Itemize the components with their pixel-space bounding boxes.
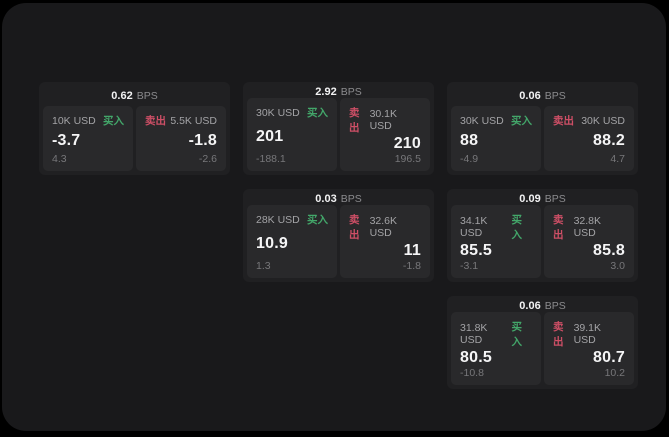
quote-card: 0.06 BPS 30K USD 买入 88 -4.9 卖出 30K USD 8…	[447, 82, 638, 175]
spread-bps-unit: BPS	[340, 193, 362, 205]
sell-size: 32.8K USD	[573, 215, 602, 239]
sell-price: 85.8	[593, 242, 625, 259]
quote-panels: 31.8K USD 买入 80.5 -10.8 卖出 39.1K USD 80.…	[451, 312, 634, 385]
buy-panel[interactable]: 31.8K USD 买入 80.5 -10.8	[451, 312, 541, 385]
sell-delta: 3.0	[610, 260, 625, 272]
card-header: 0.09 BPS	[451, 193, 634, 205]
spread-bps-value: 0.09	[519, 193, 541, 205]
quote-card: 0.03 BPS 28K USD 买入 10.9 1.3 卖出 32.6K US…	[243, 189, 434, 282]
spread-bps-unit: BPS	[340, 86, 362, 98]
buy-side-label: 买入	[307, 214, 328, 226]
buy-delta: -188.1	[256, 153, 286, 165]
buy-size: 28K USD	[256, 213, 300, 226]
sell-side-label: 卖出	[145, 115, 166, 127]
buy-price: 85.5	[460, 242, 492, 259]
sell-size: 30K USD	[581, 114, 625, 127]
buy-panel[interactable]: 34.1K USD 买入 85.5 -3.1	[451, 205, 541, 278]
spread-bps-value: 2.92	[315, 86, 337, 98]
buy-side-label: 买入	[511, 321, 522, 348]
sell-delta: -2.6	[198, 153, 217, 165]
sell-delta: 4.7	[610, 153, 625, 165]
app-surface: 0.62 BPS 10K USD 买入 -3.7 4.3 卖出 5.5K USD…	[2, 3, 666, 431]
quote-panels: 10K USD 买入 -3.7 4.3 卖出 5.5K USD -1.8 -2.…	[43, 106, 226, 171]
spread-bps-unit: BPS	[544, 300, 566, 312]
quote-card: 2.92 BPS 30K USD 买入 201 -188.1 卖出 30.1K …	[243, 82, 434, 175]
buy-panel[interactable]: 10K USD 买入 -3.7 4.3	[43, 106, 133, 171]
sell-panel[interactable]: 卖出 30.1K USD 210 196.5	[340, 98, 430, 171]
buy-price: 88	[460, 131, 479, 149]
spread-bps-unit: BPS	[544, 193, 566, 205]
buy-delta: -4.9	[460, 153, 479, 165]
cards-grid: 0.62 BPS 10K USD 买入 -3.7 4.3 卖出 5.5K USD…	[39, 82, 638, 389]
sell-panel[interactable]: 卖出 32.8K USD 85.8 3.0	[544, 205, 634, 278]
quote-card: 0.09 BPS 34.1K USD 买入 85.5 -3.1 卖出 32.8K…	[447, 189, 638, 282]
sell-side-label: 卖出	[553, 115, 574, 127]
sell-price: 88.2	[593, 131, 625, 149]
buy-price: 201	[256, 127, 284, 145]
sell-size: 39.1K USD	[573, 322, 602, 346]
sell-panel[interactable]: 卖出 32.6K USD 11 -1.8	[340, 205, 430, 278]
sell-panel[interactable]: 卖出 39.1K USD 80.7 10.2	[544, 312, 634, 385]
buy-price: 80.5	[460, 349, 492, 366]
sell-price: 80.7	[593, 349, 625, 366]
sell-side-label: 卖出	[349, 107, 360, 134]
card-header: 0.03 BPS	[247, 193, 430, 205]
buy-panel[interactable]: 28K USD 买入 10.9 1.3	[247, 205, 337, 278]
quote-panels: 30K USD 买入 88 -4.9 卖出 30K USD 88.2 4.7	[451, 106, 634, 171]
quote-panels: 28K USD 买入 10.9 1.3 卖出 32.6K USD 11 -1.8	[247, 205, 430, 278]
card-header: 0.62 BPS	[43, 86, 226, 106]
buy-side-label: 买入	[511, 115, 532, 127]
sell-delta: 196.5	[394, 153, 421, 165]
buy-delta: 4.3	[52, 153, 67, 165]
sell-price: 210	[393, 135, 421, 152]
buy-side-label: 买入	[511, 214, 522, 241]
sell-side-label: 卖出	[553, 321, 564, 348]
spread-bps-value: 0.06	[519, 90, 541, 102]
buy-panel[interactable]: 30K USD 买入 88 -4.9	[451, 106, 541, 171]
sell-delta: -1.8	[402, 260, 421, 272]
buy-size: 34.1K USD	[460, 215, 488, 239]
quote-panels: 30K USD 买入 201 -188.1 卖出 30.1K USD 210 1…	[247, 98, 430, 171]
quote-card: 0.06 BPS 31.8K USD 买入 80.5 -10.8 卖出 39.1…	[447, 296, 638, 389]
buy-size: 10K USD	[52, 114, 96, 127]
sell-size: 30.1K USD	[369, 108, 398, 132]
buy-price: 10.9	[256, 234, 288, 252]
quote-panels: 34.1K USD 买入 85.5 -3.1 卖出 32.8K USD 85.8…	[451, 205, 634, 278]
buy-price: -3.7	[52, 131, 81, 149]
card-header: 0.06 BPS	[451, 300, 634, 312]
buy-size: 31.8K USD	[460, 322, 488, 346]
spread-bps-unit: BPS	[136, 90, 158, 102]
buy-delta: 1.3	[256, 260, 271, 272]
sell-side-label: 卖出	[553, 214, 564, 241]
buy-side-label: 买入	[103, 115, 124, 127]
sell-size: 32.6K USD	[369, 215, 398, 239]
quote-card: 0.62 BPS 10K USD 买入 -3.7 4.3 卖出 5.5K USD…	[39, 82, 230, 175]
sell-panel[interactable]: 卖出 30K USD 88.2 4.7	[544, 106, 634, 171]
card-header: 2.92 BPS	[247, 86, 430, 98]
buy-delta: -3.1	[460, 260, 479, 272]
spread-bps-value: 0.62	[111, 90, 133, 102]
card-header: 0.06 BPS	[451, 86, 634, 106]
sell-delta: 10.2	[604, 367, 625, 379]
sell-price: 11	[403, 242, 421, 259]
buy-size: 30K USD	[460, 114, 504, 127]
spread-bps-unit: BPS	[544, 90, 566, 102]
spread-bps-value: 0.06	[519, 300, 541, 312]
buy-side-label: 买入	[307, 107, 328, 119]
sell-side-label: 卖出	[349, 214, 360, 241]
buy-delta: -10.8	[460, 367, 484, 379]
spread-bps-value: 0.03	[315, 193, 337, 205]
buy-panel[interactable]: 30K USD 买入 201 -188.1	[247, 98, 337, 171]
sell-panel[interactable]: 卖出 5.5K USD -1.8 -2.6	[136, 106, 226, 171]
sell-size: 5.5K USD	[170, 114, 217, 127]
buy-size: 30K USD	[256, 106, 300, 119]
sell-price: -1.8	[188, 131, 217, 149]
